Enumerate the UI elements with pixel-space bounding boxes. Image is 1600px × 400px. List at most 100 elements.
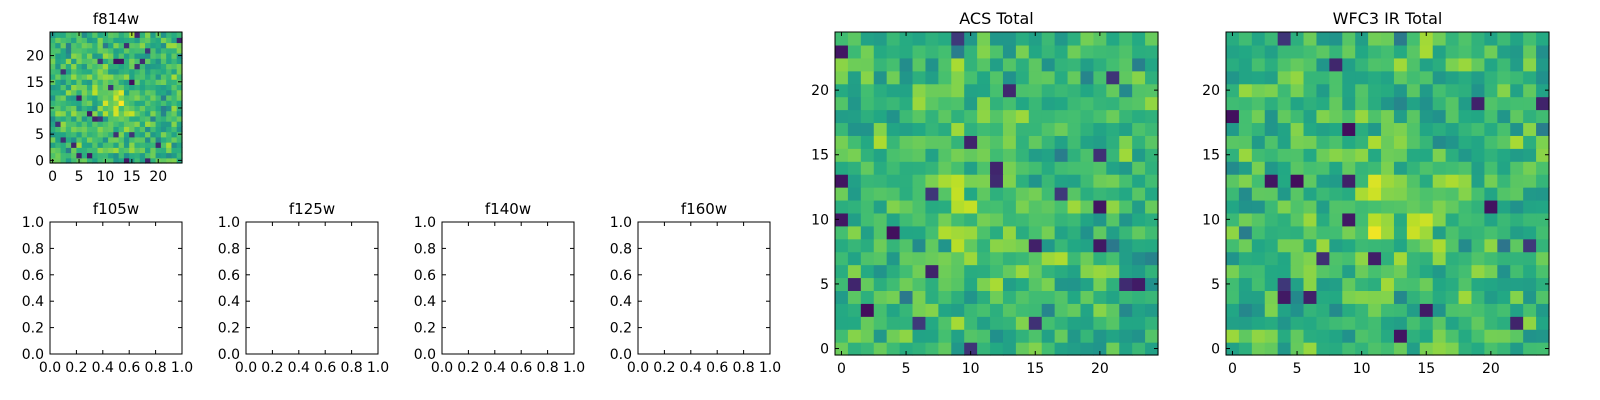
heatmap-cell bbox=[150, 58, 157, 65]
heatmap-cell bbox=[65, 147, 72, 154]
heatmap-cell bbox=[873, 109, 888, 124]
heatmap-cell bbox=[102, 105, 109, 112]
heatmap-cell bbox=[1523, 135, 1537, 149]
y-tick-label: 20 bbox=[26, 49, 44, 65]
heatmap-cell bbox=[1226, 57, 1240, 72]
heatmap-cell bbox=[129, 105, 136, 112]
heatmap-cell bbox=[118, 100, 125, 106]
heatmap-cell bbox=[899, 277, 914, 291]
heatmap-cell bbox=[1316, 225, 1330, 240]
heatmap-cell bbox=[1093, 277, 1107, 291]
heatmap-cell bbox=[1471, 277, 1485, 291]
heatmap-cell bbox=[86, 73, 93, 80]
y-tick-label: 15 bbox=[26, 75, 44, 91]
heatmap-cell bbox=[847, 225, 862, 240]
heatmap-cell bbox=[873, 70, 888, 85]
heatmap-cell bbox=[129, 94, 136, 101]
heatmap-cell bbox=[1329, 32, 1343, 46]
heatmap-cell bbox=[977, 109, 991, 124]
heatmap-cell bbox=[160, 131, 167, 138]
heatmap-cell bbox=[1132, 303, 1146, 317]
heatmap-cell bbox=[176, 37, 183, 44]
heatmap-cell bbox=[1342, 135, 1356, 149]
heatmap-cell bbox=[860, 225, 875, 240]
heatmap-cell bbox=[113, 79, 120, 85]
panel-title: f125w bbox=[289, 200, 335, 218]
heatmap-cell bbox=[1264, 135, 1279, 149]
heatmap-cell bbox=[873, 225, 888, 240]
heatmap-cell bbox=[1106, 303, 1120, 317]
heatmap-cell bbox=[847, 187, 862, 201]
heatmap-cell bbox=[990, 57, 1004, 72]
heatmap-cell bbox=[92, 131, 99, 138]
heatmap-cell bbox=[1238, 342, 1253, 356]
heatmap-cell bbox=[835, 316, 849, 330]
heatmap-cell bbox=[166, 157, 173, 164]
heatmap-cell bbox=[990, 32, 1004, 46]
heatmap-cell bbox=[990, 83, 1004, 98]
heatmap-cell bbox=[1355, 238, 1369, 253]
heatmap-cell bbox=[964, 316, 978, 330]
heatmap-cell bbox=[1251, 96, 1266, 111]
heatmap-cell bbox=[1406, 238, 1421, 253]
heatmap-cell bbox=[1264, 83, 1279, 98]
heatmap-cell bbox=[1393, 342, 1408, 356]
heatmap-cell bbox=[1419, 290, 1434, 304]
heatmap-cell bbox=[1145, 44, 1159, 59]
heatmap-cell bbox=[1536, 96, 1550, 111]
heatmap-cell bbox=[1329, 225, 1343, 240]
heatmap-cell bbox=[912, 187, 927, 201]
heatmap-cell bbox=[129, 42, 136, 49]
heatmap-cell bbox=[1132, 109, 1146, 124]
heatmap-cell bbox=[1458, 251, 1473, 266]
heatmap-cell bbox=[150, 79, 157, 85]
heatmap-cell bbox=[50, 68, 56, 75]
heatmap-cell bbox=[1329, 212, 1343, 227]
x-tick-label: 10 bbox=[97, 169, 115, 185]
heatmap-cell bbox=[951, 290, 965, 304]
heatmap-cell bbox=[1106, 109, 1120, 124]
heatmap-cell bbox=[155, 121, 162, 127]
heatmap-cell bbox=[92, 115, 99, 122]
heatmap-cell bbox=[1028, 32, 1043, 46]
heatmap-cell bbox=[1028, 199, 1043, 214]
heatmap-cell bbox=[1277, 96, 1292, 111]
heatmap-cell bbox=[1484, 148, 1498, 162]
heatmap-cell bbox=[1316, 83, 1330, 98]
heatmap-cell bbox=[1226, 303, 1240, 317]
heatmap-cell bbox=[60, 152, 67, 159]
heatmap-cell bbox=[990, 70, 1004, 85]
heatmap-cell bbox=[1406, 174, 1421, 188]
heatmap-cell bbox=[912, 329, 927, 343]
x-tick-label: 0.2 bbox=[653, 360, 675, 376]
heatmap-cell bbox=[873, 135, 888, 149]
heatmap-cell bbox=[134, 42, 141, 49]
heatmap-cell bbox=[81, 142, 88, 148]
heatmap-cell bbox=[1106, 44, 1120, 59]
heatmap-cell bbox=[134, 32, 141, 38]
heatmap-cell bbox=[1471, 212, 1485, 227]
heatmap-cell bbox=[65, 136, 72, 143]
heatmap-cell bbox=[1264, 32, 1279, 46]
heatmap-cell bbox=[873, 316, 888, 330]
heatmap-cell bbox=[1458, 225, 1473, 240]
heatmap-cell bbox=[951, 316, 965, 330]
heatmap-cell bbox=[1381, 57, 1395, 72]
heatmap-cell bbox=[860, 148, 875, 162]
heatmap-cell bbox=[1028, 277, 1043, 291]
heatmap-cell bbox=[886, 290, 901, 304]
heatmap-cell bbox=[166, 42, 173, 49]
heatmap-cell bbox=[1145, 148, 1159, 162]
heatmap-cell bbox=[50, 147, 56, 154]
heatmap-cell bbox=[1303, 148, 1318, 162]
heatmap-cell bbox=[964, 329, 978, 343]
heatmap-cell bbox=[108, 136, 114, 143]
heatmap-cell bbox=[1080, 225, 1094, 240]
heatmap-cell bbox=[108, 84, 114, 91]
heatmap-cell bbox=[1381, 251, 1395, 266]
heatmap-cell bbox=[964, 303, 978, 317]
heatmap-cell bbox=[977, 264, 991, 279]
heatmap-cell bbox=[86, 79, 93, 85]
heatmap-cell bbox=[171, 126, 178, 133]
